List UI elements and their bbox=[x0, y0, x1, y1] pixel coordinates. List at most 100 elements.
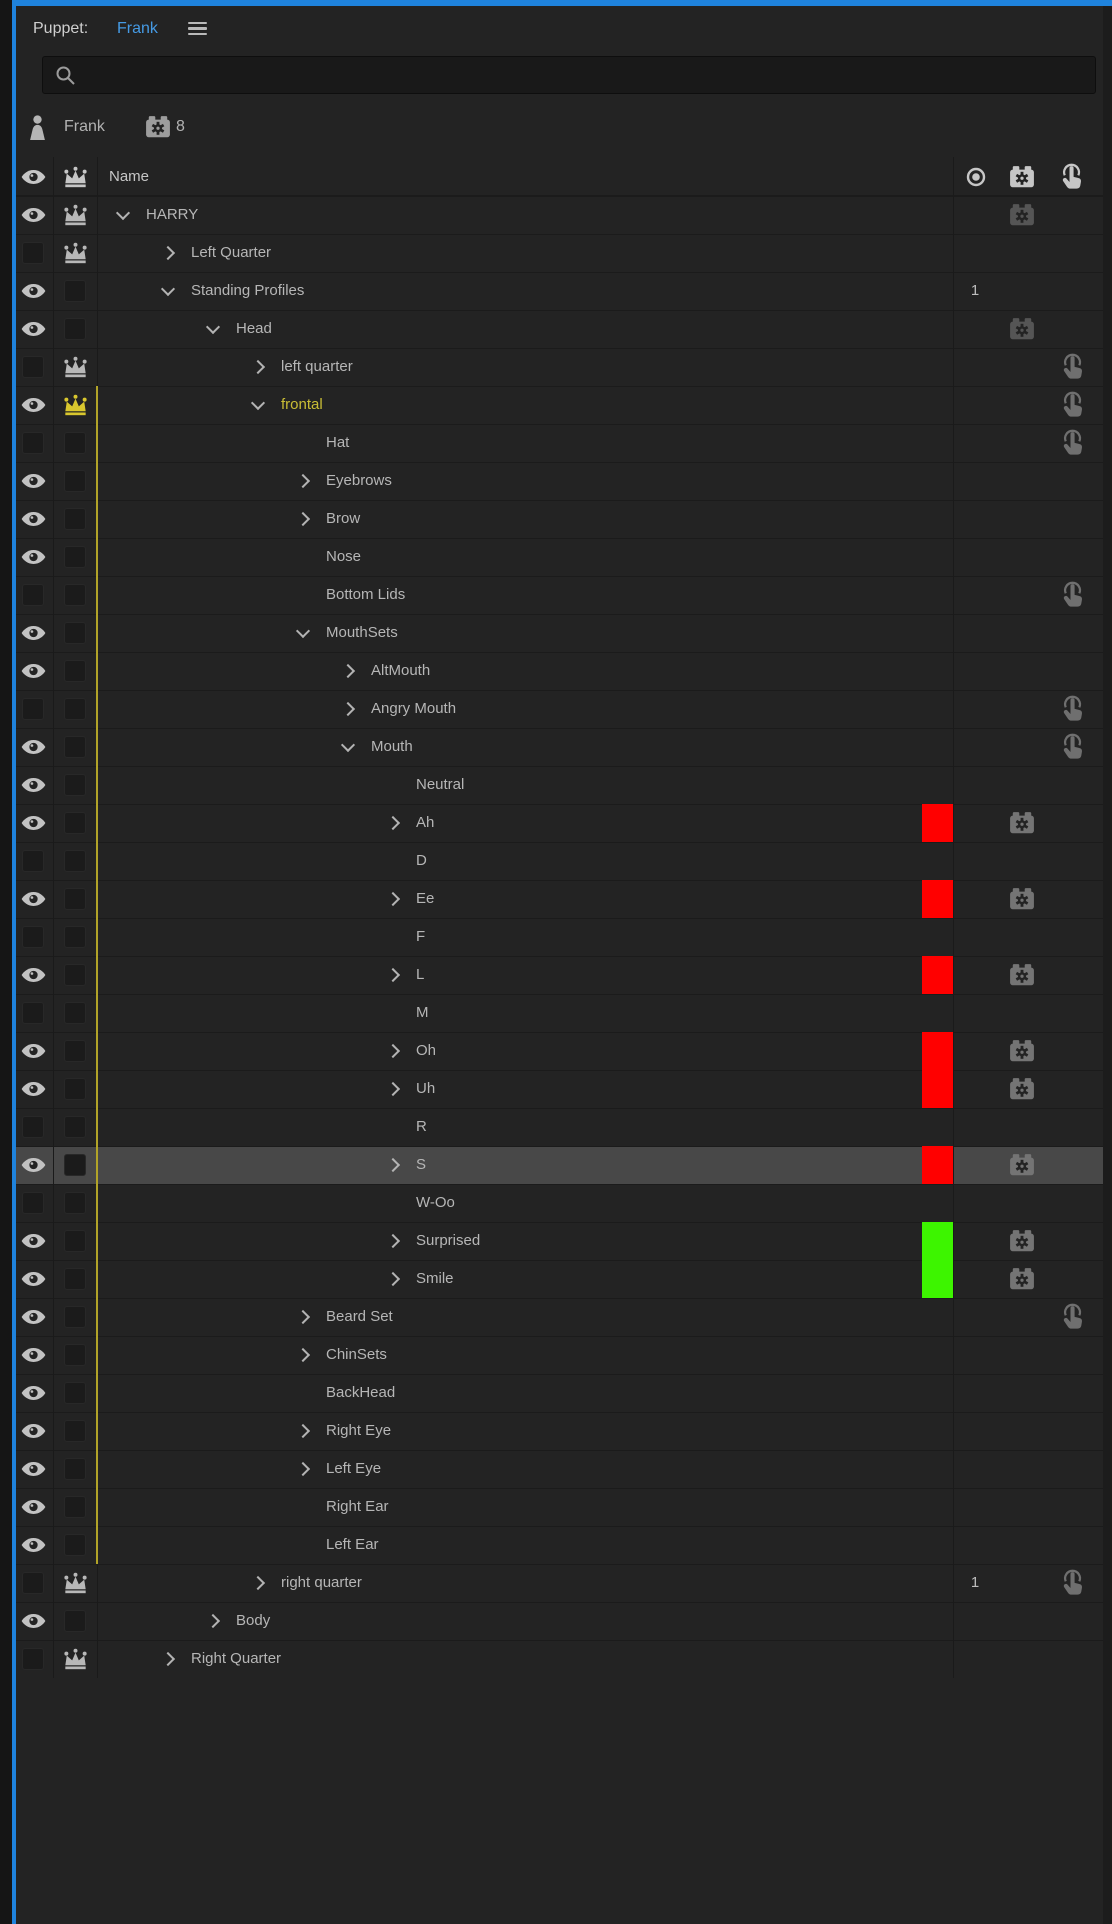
visibility-checkbox[interactable] bbox=[22, 926, 44, 948]
tree-row[interactable]: Oh bbox=[16, 1032, 1112, 1070]
crown-checkbox[interactable] bbox=[64, 546, 86, 568]
behavior-badge-icon[interactable] bbox=[1009, 1230, 1035, 1252]
panel-menu-icon[interactable] bbox=[188, 22, 207, 36]
visibility-eye-icon[interactable] bbox=[21, 549, 46, 565]
chevron-down-icon[interactable] bbox=[115, 205, 131, 221]
crown-checkbox[interactable] bbox=[64, 774, 86, 796]
tree-row[interactable]: Body bbox=[16, 1602, 1112, 1640]
visibility-eye-icon[interactable] bbox=[21, 1233, 46, 1249]
visibility-checkbox[interactable] bbox=[22, 1572, 44, 1594]
visibility-eye-icon[interactable] bbox=[21, 1347, 46, 1363]
tree-row[interactable]: ChinSets bbox=[16, 1336, 1112, 1374]
tree-row[interactable]: Ah bbox=[16, 804, 1112, 842]
behavior-badge-icon[interactable] bbox=[1009, 964, 1035, 986]
tree-row[interactable]: Hat bbox=[16, 424, 1112, 462]
behavior-badge-icon[interactable] bbox=[1009, 1268, 1035, 1290]
tree-row[interactable]: MouthSets bbox=[16, 614, 1112, 652]
crown-checkbox[interactable] bbox=[64, 318, 86, 340]
visibility-eye-icon[interactable] bbox=[21, 1157, 46, 1173]
visibility-eye-icon[interactable] bbox=[21, 1499, 46, 1515]
crown-checkbox[interactable] bbox=[64, 1382, 86, 1404]
crown-checkbox[interactable] bbox=[64, 1230, 86, 1252]
tree-row[interactable]: L bbox=[16, 956, 1112, 994]
chevron-right-icon[interactable] bbox=[295, 1347, 311, 1363]
crown-checkbox[interactable] bbox=[64, 1268, 86, 1290]
visibility-eye-icon[interactable] bbox=[21, 1385, 46, 1401]
behavior-badge-icon[interactable] bbox=[1009, 1040, 1035, 1062]
chevron-right-icon[interactable] bbox=[160, 1651, 176, 1667]
crown-checkbox[interactable] bbox=[64, 508, 86, 530]
crown-checkbox[interactable] bbox=[64, 736, 86, 758]
tree-row[interactable]: Uh bbox=[16, 1069, 1112, 1108]
tree-row[interactable]: Right Quarter bbox=[16, 1640, 1112, 1678]
crown-checkbox[interactable] bbox=[64, 1306, 86, 1328]
trigger-swatch[interactable] bbox=[922, 1069, 953, 1108]
tree-row[interactable]: Angry Mouth bbox=[16, 690, 1112, 728]
search-input[interactable] bbox=[87, 58, 1077, 92]
visibility-eye-icon[interactable] bbox=[21, 1043, 46, 1059]
chevron-right-icon[interactable] bbox=[385, 891, 401, 907]
behavior-badge-icon[interactable] bbox=[1009, 1154, 1035, 1176]
visibility-checkbox[interactable] bbox=[22, 432, 44, 454]
visibility-eye-icon[interactable] bbox=[21, 625, 46, 641]
tree-row[interactable]: Ee bbox=[16, 880, 1112, 918]
chevron-right-icon[interactable] bbox=[295, 511, 311, 527]
chevron-right-icon[interactable] bbox=[385, 967, 401, 983]
chevron-right-icon[interactable] bbox=[385, 1043, 401, 1059]
chevron-right-icon[interactable] bbox=[385, 1271, 401, 1287]
crown-checkbox[interactable] bbox=[64, 1496, 86, 1518]
visibility-eye-icon[interactable] bbox=[21, 207, 46, 223]
visibility-eye-icon[interactable] bbox=[21, 473, 46, 489]
behavior-badge-icon[interactable] bbox=[1009, 1078, 1035, 1100]
crown-checkbox[interactable] bbox=[64, 622, 86, 644]
crown-checkbox[interactable] bbox=[64, 1002, 86, 1024]
chevron-right-icon[interactable] bbox=[295, 1423, 311, 1439]
crown-checkbox[interactable] bbox=[64, 584, 86, 606]
crown-checkbox[interactable] bbox=[64, 1534, 86, 1556]
visibility-eye-icon[interactable] bbox=[21, 1081, 46, 1097]
crown-checkbox[interactable] bbox=[64, 1040, 86, 1062]
chevron-right-icon[interactable] bbox=[385, 1081, 401, 1097]
visibility-eye-icon[interactable] bbox=[21, 967, 46, 983]
chevron-right-icon[interactable] bbox=[205, 1613, 221, 1629]
tree-row[interactable]: Smile bbox=[16, 1259, 1112, 1298]
tree-row[interactable]: D bbox=[16, 842, 1112, 880]
trigger-swatch[interactable] bbox=[922, 956, 953, 994]
crown-checkbox[interactable] bbox=[64, 964, 86, 986]
crown-checkbox[interactable] bbox=[64, 698, 86, 720]
chevron-right-icon[interactable] bbox=[385, 815, 401, 831]
trigger-swatch[interactable] bbox=[922, 1032, 953, 1070]
tree-row[interactable]: Right Eye bbox=[16, 1412, 1112, 1450]
tree-row[interactable]: Left Quarter bbox=[16, 234, 1112, 272]
chevron-right-icon[interactable] bbox=[385, 1157, 401, 1173]
chevron-down-icon[interactable] bbox=[295, 623, 311, 639]
crown-checkbox[interactable] bbox=[64, 280, 86, 302]
visibility-eye-icon[interactable] bbox=[21, 891, 46, 907]
crown-checkbox[interactable] bbox=[64, 1344, 86, 1366]
tree-row[interactable]: frontal bbox=[16, 386, 1112, 424]
visibility-checkbox[interactable] bbox=[22, 1116, 44, 1138]
chevron-right-icon[interactable] bbox=[340, 663, 356, 679]
visibility-checkbox[interactable] bbox=[22, 242, 44, 264]
visibility-eye-icon[interactable] bbox=[21, 815, 46, 831]
tree-row[interactable]: S bbox=[16, 1146, 1112, 1184]
visibility-eye-icon[interactable] bbox=[21, 1613, 46, 1629]
chevron-down-icon[interactable] bbox=[340, 737, 356, 753]
tree-row[interactable]: F bbox=[16, 918, 1112, 956]
tree-row[interactable]: Left Ear bbox=[16, 1526, 1112, 1564]
crown-checkbox[interactable] bbox=[64, 660, 86, 682]
visibility-checkbox[interactable] bbox=[22, 1192, 44, 1214]
visibility-checkbox[interactable] bbox=[22, 850, 44, 872]
chevron-right-icon[interactable] bbox=[250, 359, 266, 375]
chevron-right-icon[interactable] bbox=[295, 473, 311, 489]
chevron-down-icon[interactable] bbox=[250, 395, 266, 411]
chevron-right-icon[interactable] bbox=[295, 1309, 311, 1325]
behavior-badge-icon[interactable] bbox=[1009, 204, 1035, 226]
chevron-right-icon[interactable] bbox=[340, 701, 356, 717]
crown-checkbox[interactable] bbox=[64, 926, 86, 948]
crown-checkbox[interactable] bbox=[64, 470, 86, 492]
visibility-eye-icon[interactable] bbox=[21, 511, 46, 527]
visibility-eye-icon[interactable] bbox=[21, 1271, 46, 1287]
crown-checkbox[interactable] bbox=[64, 1116, 86, 1138]
trigger-swatch[interactable] bbox=[922, 1259, 953, 1298]
